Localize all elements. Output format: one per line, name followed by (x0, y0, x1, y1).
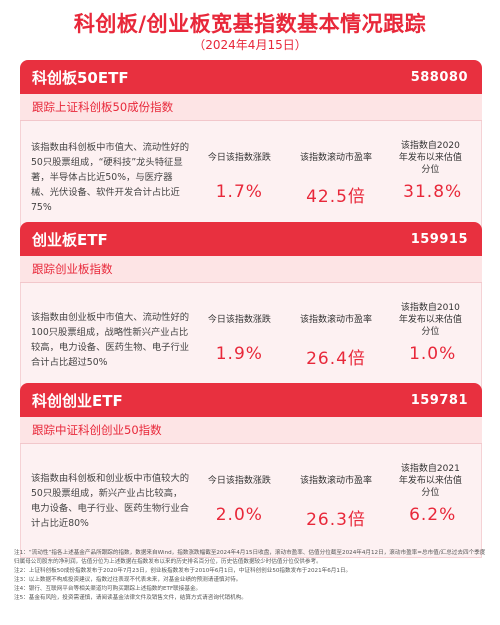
metric-percentile: 该指数自2020年发布以来估值分位 31.8% (384, 138, 481, 218)
metric-value: 6.2% (409, 504, 457, 525)
fund-name: 科创板50ETF (32, 68, 129, 87)
fund-card-kc50: 科创板50ETF 588080 跟踪上证科创板50成份指数 该指数由科创板中市值… (20, 60, 482, 235)
index-description: 该指数由创业板中市值大、流动性好的100只股票组成，战略性新兴产业占比较高，电力… (31, 311, 190, 368)
metric-percentile: 该指数自2021年发布以来估值分位 6.2% (384, 461, 481, 541)
index-description: 该指数由科创板和创业板中市值较大的50只股票组成，新兴产业占比较高，电力设备、电… (31, 472, 190, 529)
footnote: 注4：银行、互联网平台等相关渠道均可购买跟踪上述指数的ETF联接基金。 (14, 586, 202, 592)
fund-code: 159781 (410, 392, 468, 408)
fund-name: 创业板ETF (32, 230, 108, 249)
tracking-index: 跟踪中证科创创业50指数 (20, 417, 482, 444)
metric-value: 26.3倍 (306, 509, 366, 530)
card-header: 创业板ETF 159915 (20, 222, 482, 256)
metric-pe: 该指数滚动市盈率 42.5倍 (288, 138, 385, 218)
metric-change: 今日该指数涨跌 1.7% (191, 138, 288, 218)
fund-code: 588080 (410, 69, 468, 85)
metric-label: 今日该指数涨跌 (207, 152, 271, 163)
footnote: 注1：“流动性”指各上述基金产品所跟踪的指数，数据来自Wind，指数涨跌幅截至2… (14, 550, 486, 565)
metric-value: 1.9% (215, 343, 263, 364)
metric-label: 该指数自2010年发布以来估值分位 (398, 302, 462, 337)
footnote: 注5：基金有风险，投资需谨慎，请阅读基金法律文件及销售文件，结算方式请咨询代销机… (14, 595, 247, 601)
metric-value: 1.0% (409, 343, 457, 364)
metric-value: 31.8% (403, 181, 463, 202)
card-header: 科创板50ETF 588080 (20, 60, 482, 94)
metric-percentile: 该指数自2010年发布以来估值分位 1.0% (384, 300, 481, 380)
metric-label: 该指数自2021年发布以来估值分位 (398, 463, 462, 498)
metric-pe: 该指数滚动市盈率 26.4倍 (288, 300, 385, 380)
metric-label: 该指数自2020年发布以来估值分位 (398, 140, 462, 175)
card-body: 该指数由创业板中市值大、流动性好的100只股票组成，战略性新兴产业占比较高，电力… (20, 283, 482, 397)
metric-value: 26.4倍 (306, 348, 366, 369)
metrics: 今日该指数涨跌 1.7% 该指数滚动市盈率 42.5倍 该指数自2020年发布以… (191, 138, 481, 218)
metric-label: 今日该指数涨跌 (207, 475, 271, 486)
fund-name: 科创创业ETF (32, 391, 123, 410)
fund-card-kccy: 科创创业ETF 159781 跟踪中证科创创业50指数 该指数由科创板和创业板中… (20, 383, 482, 558)
page-date: （2024年4月15日） (193, 38, 307, 52)
metric-value: 2.0% (215, 504, 263, 525)
card-header: 科创创业ETF 159781 (20, 383, 482, 417)
card-body: 该指数由科创板中市值大、流动性好的50只股票组成，“硬科技”龙头特征显著，半导体… (20, 121, 482, 235)
metric-pe: 该指数滚动市盈率 26.3倍 (288, 461, 385, 541)
metrics: 今日该指数涨跌 1.9% 该指数滚动市盈率 26.4倍 该指数自2010年发布以… (191, 300, 481, 380)
metric-change: 今日该指数涨跌 1.9% (191, 300, 288, 380)
tracking-index: 跟踪创业板指数 (20, 256, 482, 283)
fund-card-cyb: 创业板ETF 159915 跟踪创业板指数 该指数由创业板中市值大、流动性好的1… (20, 222, 482, 397)
tracking-index: 跟踪上证科创板50成份指数 (20, 94, 482, 121)
metric-label: 该指数滚动市盈率 (300, 314, 373, 325)
metrics: 今日该指数涨跌 2.0% 该指数滚动市盈率 26.3倍 该指数自2021年发布以… (191, 461, 481, 541)
footnote: 注2：上证科创板50成份指数发布于2020年7月23日，创业板指数发布于2010… (14, 568, 352, 574)
metric-label: 该指数滚动市盈率 (300, 152, 373, 163)
page-title: 科创板/创业板宽基指数基本情况跟踪 (73, 12, 427, 36)
fund-code: 159915 (410, 231, 468, 247)
metric-label: 该指数滚动市盈率 (300, 475, 373, 486)
metric-value: 1.7% (215, 181, 263, 202)
metric-value: 42.5倍 (306, 186, 366, 207)
metric-change: 今日该指数涨跌 2.0% (191, 461, 288, 541)
footnotes: 注1：“流动性”指各上述基金产品所跟踪的指数，数据来自Wind，指数涨跌幅截至2… (14, 549, 486, 603)
footnote: 注3：以上数据不构成投资建议，指数过往表现不代表未来，对基金业绩的预测请谨慎对待… (14, 577, 242, 583)
metric-label: 今日该指数涨跌 (207, 314, 271, 325)
card-body: 该指数由科创板和创业板中市值较大的50只股票组成，新兴产业占比较高，电力设备、电… (20, 444, 482, 558)
index-description: 该指数由科创板中市值大、流动性好的50只股票组成，“硬科技”龙头特征显著，半导体… (31, 142, 190, 213)
